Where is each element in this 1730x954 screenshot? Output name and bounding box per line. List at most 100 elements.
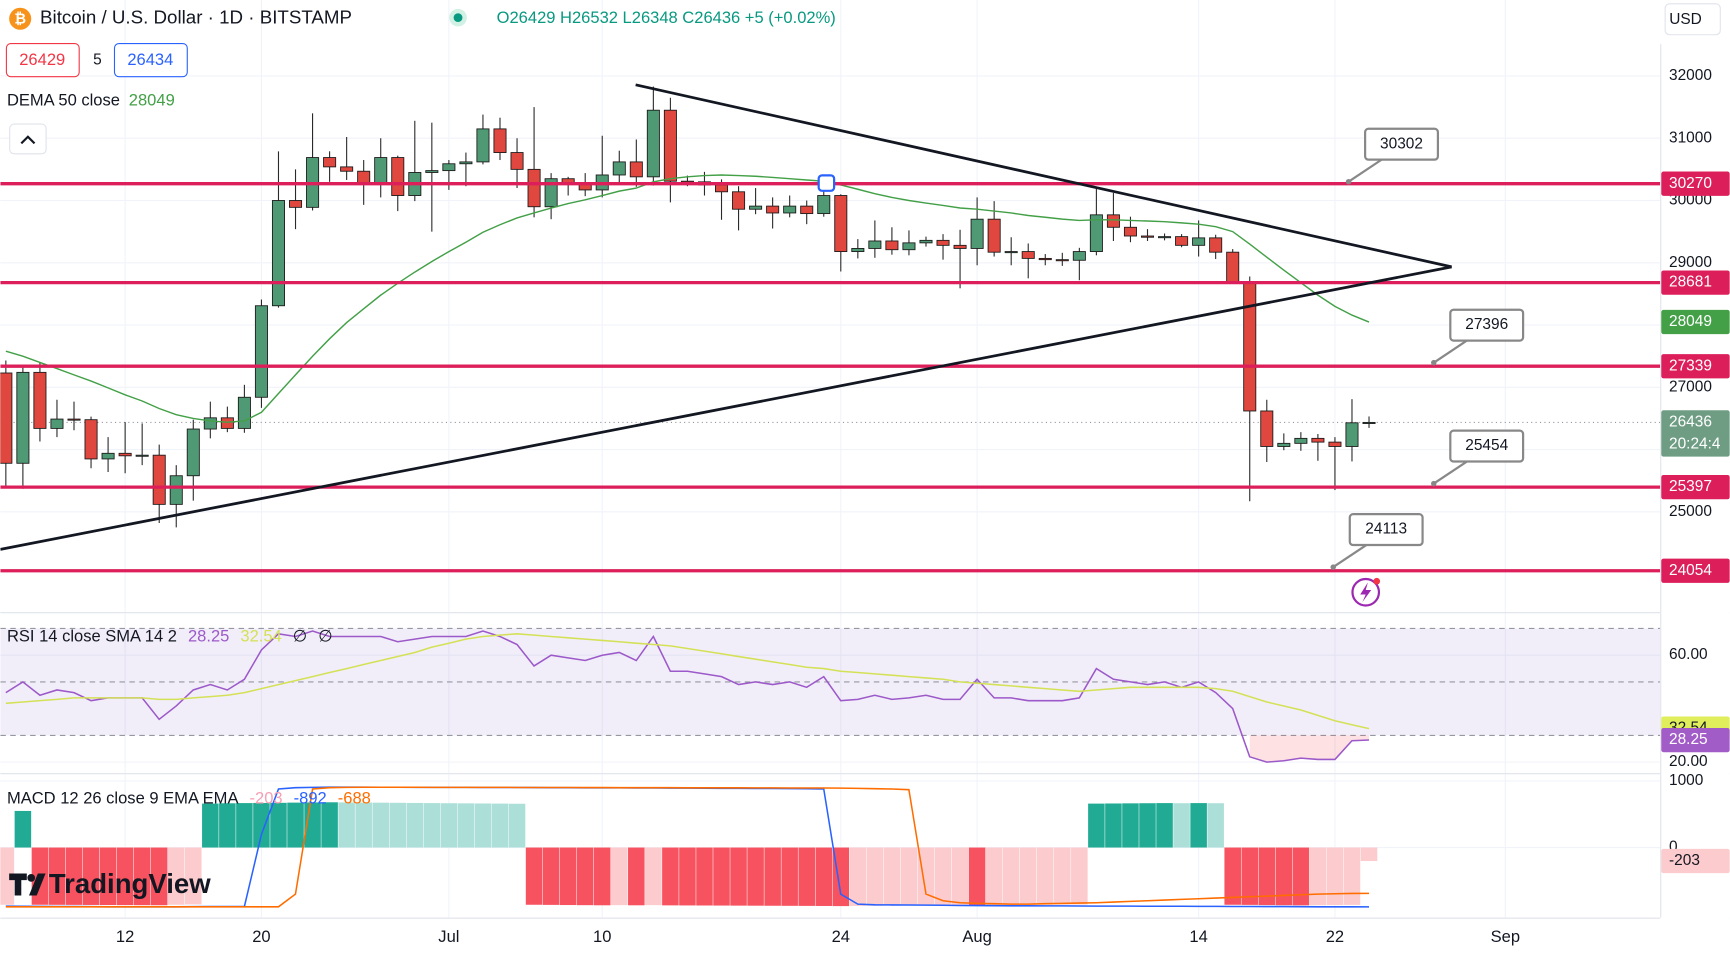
macd-histogram-bar bbox=[798, 847, 815, 906]
rsi-axis-label-box bbox=[1661, 727, 1730, 753]
y-tick-label: 1000 bbox=[1669, 772, 1703, 789]
candle-body bbox=[135, 454, 149, 457]
bid-price[interactable]: 26429 bbox=[19, 50, 65, 69]
currency[interactable]: USD bbox=[1669, 11, 1702, 28]
macd-histogram-bar bbox=[236, 803, 253, 848]
macd-histogram-bar bbox=[1071, 847, 1088, 905]
macd-histogram-bar bbox=[167, 847, 185, 905]
dema-line bbox=[5, 174, 1370, 423]
callout-box bbox=[1364, 127, 1440, 161]
macd-histogram-bar bbox=[321, 802, 338, 848]
ask-price[interactable]: 26434 bbox=[127, 50, 173, 69]
macd-histogram-bar bbox=[764, 847, 781, 906]
macd-histogram-bar bbox=[832, 847, 850, 907]
candle-body bbox=[1260, 410, 1274, 447]
macd-histogram-bar bbox=[815, 847, 833, 906]
macd-histogram-bar bbox=[14, 810, 32, 848]
signal-value: -688 bbox=[338, 789, 371, 808]
level-axis-label-box bbox=[1661, 171, 1730, 196]
symbol-title[interactable]: Bitcoin / U.S. Dollar · 1D · BITSTAMP bbox=[40, 7, 352, 28]
candle-body bbox=[442, 163, 456, 172]
x-tick-label: 12 bbox=[116, 927, 134, 946]
macd-histogram-bar bbox=[645, 847, 662, 906]
axis-labels: 28049 30270 28681 27339 25397 24054 26436 20:24… bbox=[1661, 171, 1730, 874]
candle-body bbox=[1004, 251, 1018, 254]
buy-button[interactable] bbox=[113, 43, 188, 78]
callout-box bbox=[1348, 513, 1424, 547]
callout-box bbox=[1449, 308, 1525, 342]
macd-hist-value: -203 bbox=[250, 789, 283, 808]
y-tick-label: 60.00 bbox=[1669, 646, 1708, 663]
rsi-sma-value: 32.54 bbox=[240, 627, 281, 646]
candle-body bbox=[1038, 257, 1052, 261]
macd-histogram-bar bbox=[423, 803, 441, 848]
candle-body bbox=[1021, 251, 1035, 259]
macd-legend[interactable]: MACD 12 26 close 9 EMA EMA -203 -892 -688 bbox=[7, 789, 371, 808]
macd-histogram-bar bbox=[900, 847, 918, 906]
callout-leader bbox=[1433, 339, 1468, 364]
collapse-button[interactable] bbox=[9, 123, 47, 155]
countdown: 20:24:4 bbox=[1669, 436, 1721, 453]
candle-body bbox=[459, 161, 473, 165]
rsi-line bbox=[5, 633, 1370, 730]
y-tick-label: 30000 bbox=[1669, 192, 1712, 209]
x-tick-label: 14 bbox=[1189, 927, 1207, 946]
level-axis-label-box bbox=[1661, 354, 1730, 379]
callout-anchor bbox=[1431, 480, 1437, 487]
last-price-box bbox=[1661, 410, 1730, 457]
candle-body bbox=[1362, 421, 1376, 424]
ohlc-values: O26429 H26532 L26348 C26436 +5 (+0.02%) bbox=[497, 8, 836, 27]
macd-histogram-bar bbox=[883, 847, 901, 906]
candle-body bbox=[84, 419, 98, 460]
lightning-icon[interactable] bbox=[1351, 577, 1381, 607]
symbol-icon-glyph: ₿ bbox=[14, 12, 26, 28]
rsi-legend[interactable]: RSI 14 close SMA 14 2 28.25 32.54 ∅ ∅ bbox=[7, 627, 333, 646]
macd-title: MACD 12 26 close 9 EMA EMA bbox=[7, 789, 239, 808]
y-tick-label: 31000 bbox=[1669, 129, 1712, 146]
macd-histogram-bar bbox=[1309, 847, 1327, 906]
candle-body bbox=[101, 452, 115, 460]
candle-body bbox=[1192, 237, 1206, 246]
rsi-line bbox=[5, 630, 1370, 763]
trendline bbox=[635, 83, 1452, 269]
macd-histogram-bar bbox=[1275, 847, 1293, 906]
macd-histogram-bar bbox=[133, 847, 151, 906]
level-axis-label: 24054 bbox=[1669, 562, 1712, 579]
candle-body bbox=[800, 205, 814, 215]
sell-button[interactable] bbox=[5, 43, 80, 78]
macd-histogram-bar bbox=[576, 847, 594, 906]
macd-histogram-bar bbox=[474, 803, 492, 848]
macd-histogram-bar bbox=[185, 847, 202, 905]
market-status-dot bbox=[453, 13, 463, 23]
level-axis-label: 25397 bbox=[1669, 478, 1712, 495]
logo[interactable]: TradingView bbox=[9, 868, 211, 899]
macd-histogram-bar bbox=[219, 803, 236, 848]
currency-button[interactable] bbox=[1664, 3, 1721, 36]
macd-histogram-bar bbox=[679, 847, 696, 906]
macd-histogram-bar bbox=[406, 802, 424, 848]
x-tick-label: Jul bbox=[438, 927, 459, 946]
alert-marker[interactable] bbox=[817, 174, 836, 192]
callout-text: 30302 bbox=[1380, 135, 1423, 152]
x-tick-label: Sep bbox=[1491, 927, 1520, 946]
rsi-extra: ∅ bbox=[293, 627, 307, 646]
macd-histogram-bar bbox=[253, 802, 270, 848]
x-tick-label: Aug bbox=[962, 927, 991, 946]
candle-body bbox=[237, 396, 251, 429]
last-price: 26436 bbox=[1669, 414, 1712, 431]
candle-body bbox=[289, 200, 303, 208]
level-axis-label-box bbox=[1661, 558, 1730, 583]
macd-histogram-bar bbox=[542, 847, 560, 905]
candle-body bbox=[749, 205, 763, 210]
candle-body bbox=[783, 205, 797, 214]
trendline bbox=[0, 265, 1452, 551]
candle-body bbox=[834, 195, 848, 253]
y-tick-label: 29000 bbox=[1669, 254, 1712, 271]
dema-legend[interactable]: DEMA 50 close 28049 bbox=[7, 91, 175, 110]
macd-histogram-bar bbox=[508, 803, 526, 848]
x-tick-label: 22 bbox=[1326, 927, 1344, 946]
macd-histogram-bar bbox=[1002, 847, 1020, 906]
macd-value: -892 bbox=[294, 789, 327, 808]
